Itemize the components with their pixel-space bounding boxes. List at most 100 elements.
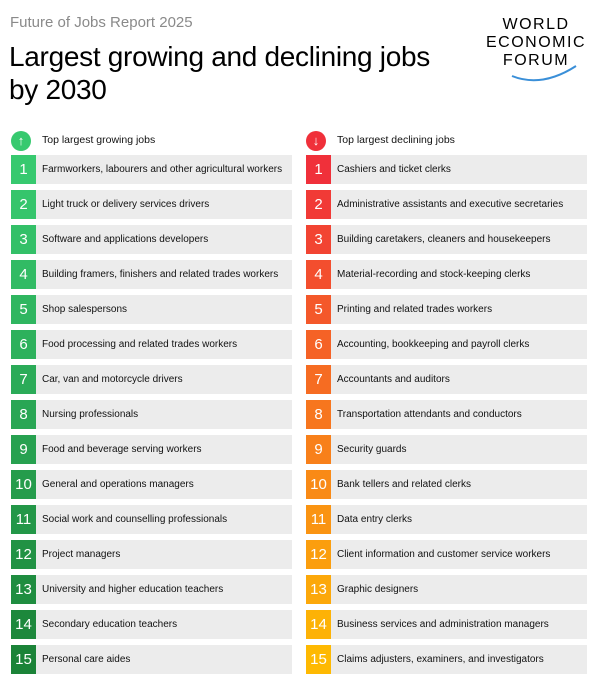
job-label: Administrative assistants and executive … xyxy=(337,199,564,210)
logo-line-1: WORLD xyxy=(502,16,570,33)
declining-jobs-header: ↓ Top largest declining jobs xyxy=(306,130,587,152)
arrow-up-icon: ↑ xyxy=(11,131,31,151)
job-label: Shop salespersons xyxy=(42,304,128,315)
rank-number: 6 xyxy=(11,330,36,359)
job-label: Car, van and motorcycle drivers xyxy=(42,374,183,385)
growing-job-row: 1 Farmworkers, labourers and other agricu… xyxy=(11,155,292,184)
rank-number: 7 xyxy=(11,365,36,394)
declining-job-row: 6 Accounting, bookkeeping and payroll cle… xyxy=(306,330,587,359)
growing-jobs-header: ↑ Top largest growing jobs xyxy=(11,130,292,152)
growing-job-row: 5 Shop salespersons xyxy=(11,295,292,324)
declining-jobs-list: 1 Cashiers and ticket clerks 2 Administrati… xyxy=(306,155,587,674)
rank-number: 11 xyxy=(11,505,36,534)
job-label: University and higher education teachers xyxy=(42,584,224,595)
job-label: Nursing professionals xyxy=(42,409,139,420)
job-label: Building framers, finishers and related … xyxy=(42,269,279,280)
job-label: Accounting, bookkeeping and payroll cler… xyxy=(337,339,530,350)
growing-job-row: 11 Social work and counselling profession… xyxy=(11,505,292,534)
job-label: Transportation attendants and conductors xyxy=(337,409,522,420)
job-label: Social work and counselling professional… xyxy=(42,514,228,525)
rank-number: 5 xyxy=(11,295,36,324)
arrow-down-icon: ↓ xyxy=(306,131,326,151)
job-label: Software and applications developers xyxy=(42,234,209,245)
report-subtitle: Future of Jobs Report 2025 xyxy=(10,14,193,31)
job-label: Project managers xyxy=(42,549,121,560)
job-label: Personal care aides xyxy=(42,654,131,665)
rank-number: 8 xyxy=(306,400,331,429)
job-label: Graphic designers xyxy=(337,584,419,595)
growing-job-row: 3 Software and applications developers xyxy=(11,225,292,254)
growing-job-row: 2 Light truck or delivery services driver… xyxy=(11,190,292,219)
job-label: Client information and customer service … xyxy=(337,549,551,560)
rank-number: 11 xyxy=(306,505,331,534)
growing-jobs-heading: Top largest growing jobs xyxy=(42,134,156,146)
growing-job-row: 13 University and higher education teache… xyxy=(11,575,292,604)
declining-job-row: 13 Graphic designers xyxy=(306,575,587,604)
growing-job-row: 6 Food processing and related trades work… xyxy=(11,330,292,359)
rank-number: 13 xyxy=(306,575,331,604)
rank-number: 15 xyxy=(11,645,36,674)
logo-arc-icon xyxy=(511,65,577,82)
job-label: Material-recording and stock-keeping cle… xyxy=(337,269,531,280)
job-label: Light truck or delivery services drivers xyxy=(42,199,210,210)
rank-number: 10 xyxy=(11,470,36,499)
logo-line-3: FORUM xyxy=(502,52,570,69)
declining-jobs-heading: Top largest declining jobs xyxy=(337,134,455,146)
job-label: Building caretakers, cleaners and housek… xyxy=(337,234,551,245)
job-label: Printing and related trades workers xyxy=(337,304,493,315)
rank-number: 6 xyxy=(306,330,331,359)
rank-number: 3 xyxy=(11,225,36,254)
declining-job-row: 11 Data entry clerks xyxy=(306,505,587,534)
wef-logo: WORLD ECONOMIC FORUM xyxy=(472,14,600,86)
job-label: Claims adjusters, examiners, and investi… xyxy=(337,654,544,665)
job-label: Cashiers and ticket clerks xyxy=(337,164,451,175)
rank-number: 13 xyxy=(11,575,36,604)
declining-job-row: 5 Printing and related trades workers xyxy=(306,295,587,324)
rank-number: 14 xyxy=(11,610,36,639)
rank-number: 2 xyxy=(11,190,36,219)
rank-number: 3 xyxy=(306,225,331,254)
rank-number: 12 xyxy=(11,540,36,569)
job-label: Food processing and related trades worke… xyxy=(42,339,238,350)
growing-job-row: 12 Project managers xyxy=(11,540,292,569)
declining-job-row: 1 Cashiers and ticket clerks xyxy=(306,155,587,184)
declining-job-row: 12 Client information and customer servic… xyxy=(306,540,587,569)
growing-job-row: 4 Building framers, finishers and related… xyxy=(11,260,292,289)
job-label: Security guards xyxy=(337,444,407,455)
declining-job-row: 8 Transportation attendants and conductor… xyxy=(306,400,587,429)
job-label: Bank tellers and related clerks xyxy=(337,479,471,490)
declining-job-row: 14 Business services and administration m… xyxy=(306,610,587,639)
rank-number: 5 xyxy=(306,295,331,324)
logo-line-2: ECONOMIC xyxy=(486,34,586,51)
rank-number: 14 xyxy=(306,610,331,639)
rank-number: 4 xyxy=(306,260,331,289)
rank-number: 2 xyxy=(306,190,331,219)
growing-job-row: 15 Personal care aides xyxy=(11,645,292,674)
rank-number: 10 xyxy=(306,470,331,499)
rank-number: 8 xyxy=(11,400,36,429)
rank-number: 12 xyxy=(306,540,331,569)
rank-number: 1 xyxy=(11,155,36,184)
growing-job-row: 10 General and operations managers xyxy=(11,470,292,499)
job-label: Food and beverage serving workers xyxy=(42,444,202,455)
growing-job-row: 7 Car, van and motorcycle drivers xyxy=(11,365,292,394)
declining-job-row: 4 Material-recording and stock-keeping cl… xyxy=(306,260,587,289)
declining-job-row: 7 Accountants and auditors xyxy=(306,365,587,394)
growing-jobs-list: 1 Farmworkers, labourers and other agricu… xyxy=(11,155,292,674)
growing-job-row: 9 Food and beverage serving workers xyxy=(11,435,292,464)
rank-number: 1 xyxy=(306,155,331,184)
declining-job-row: 10 Bank tellers and related clerks xyxy=(306,470,587,499)
declining-job-row: 9 Security guards xyxy=(306,435,587,464)
rank-number: 9 xyxy=(306,435,331,464)
growing-job-row: 14 Secondary education teachers xyxy=(11,610,292,639)
rank-number: 9 xyxy=(11,435,36,464)
job-label: General and operations managers xyxy=(42,479,194,490)
rank-number: 15 xyxy=(306,645,331,674)
growing-job-row: 8 Nursing professionals xyxy=(11,400,292,429)
declining-jobs-column: ↓ Top largest declining jobs 1 Cashiers a… xyxy=(306,130,587,680)
job-label: Secondary education teachers xyxy=(42,619,178,630)
job-label: Accountants and auditors xyxy=(337,374,450,385)
declining-job-row: 3 Building caretakers, cleaners and house… xyxy=(306,225,587,254)
job-label: Business services and administration man… xyxy=(337,619,549,630)
declining-job-row: 15 Claims adjusters, examiners, and inves… xyxy=(306,645,587,674)
